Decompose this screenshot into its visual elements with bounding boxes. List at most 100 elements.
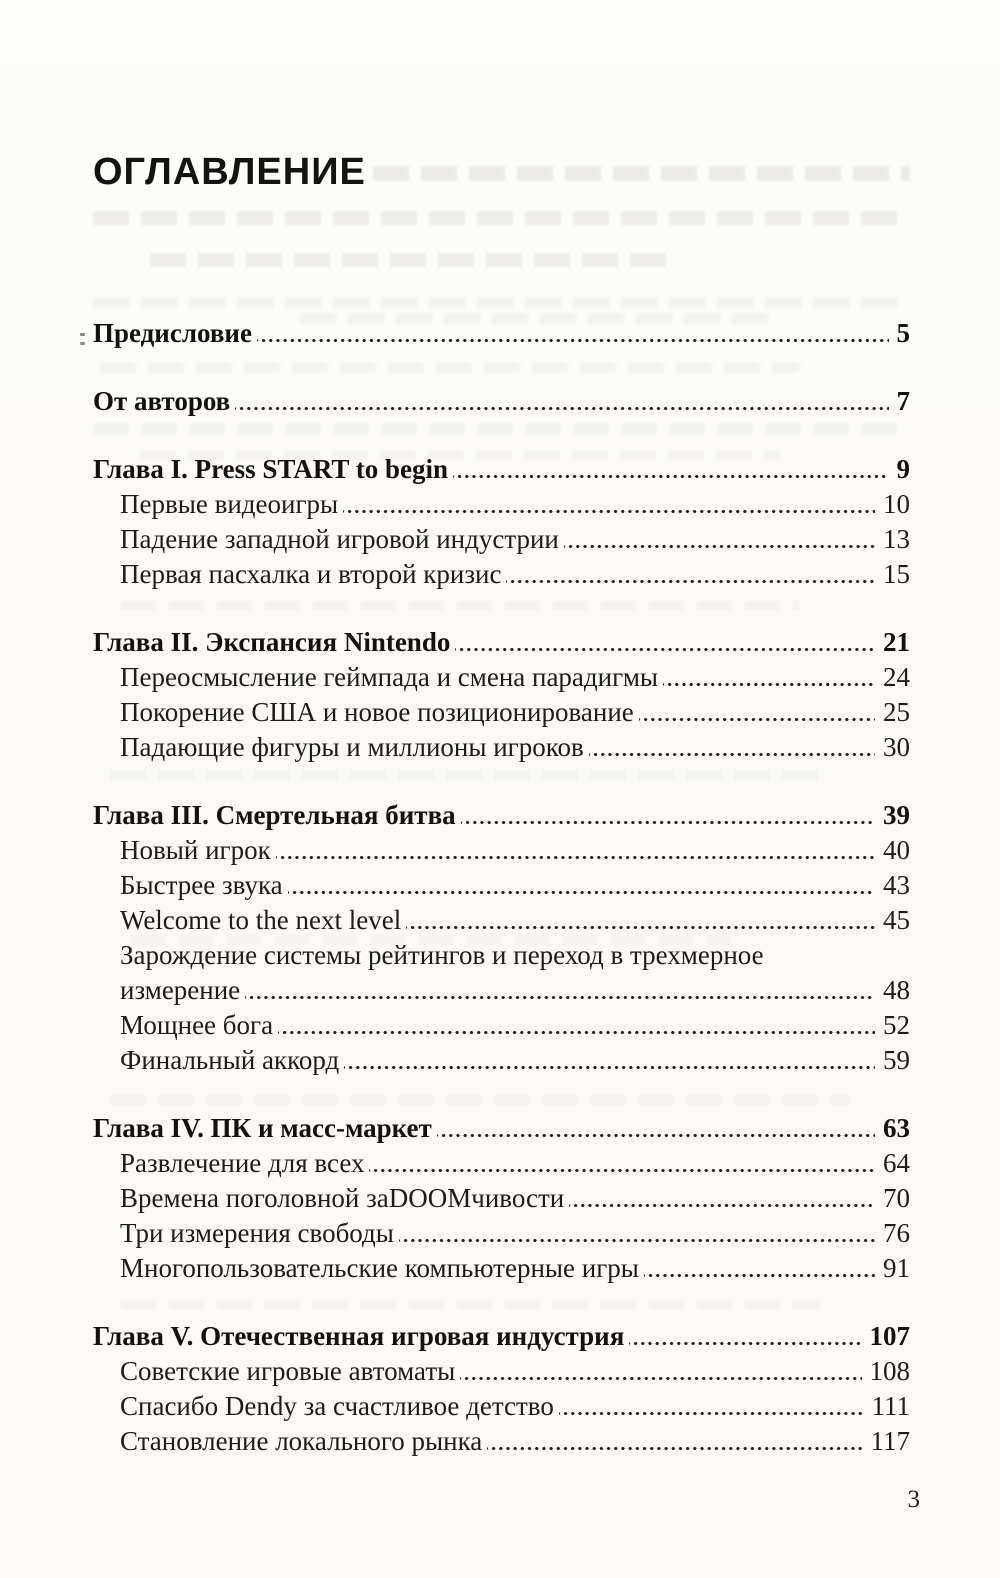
dot-leader [563,521,875,557]
toc-entry: Развлечение для всех 64 [93,1145,910,1181]
dot-leader [638,694,875,730]
dot-leader [406,902,875,938]
toc-entry-text: Падение западной игровой индустрии [120,523,559,554]
dot-leader [275,832,875,868]
dot-leader [256,315,889,351]
toc-entry-text: Советские игровые автоматы [120,1355,456,1386]
toc-entry-text: Переосмысление геймпада и смена парадигм… [120,661,659,692]
toc-entry-page: 39 [883,799,910,830]
toc-entry-text: измерение [120,974,241,1005]
dot-leader [278,1007,875,1043]
toc-entry: Быстрее звука 43 [93,867,910,903]
toc-entry-page: 21 [883,626,910,657]
toc-entry: Глава II. Экспансия Nintendo 21 [93,624,910,660]
toc-entry-page: 70 [883,1182,910,1213]
toc-entry-text: От авторов [93,385,231,416]
toc-entry-page: 64 [883,1147,910,1178]
dot-leader [287,867,875,903]
dot-leader [487,1423,863,1459]
dot-leader [452,451,889,487]
toc-entry-page: 48 [883,974,910,1005]
toc-entry-text: Финальный аккорд [120,1044,340,1075]
toc-list: Предисловие 5 От авторов 7 Глава I. Press ST… [93,315,911,1459]
toc-entry-page: 52 [883,1009,910,1040]
bleedthrough-line [93,297,903,308]
toc-entry-page: 117 [870,1425,911,1456]
dot-leader [245,972,875,1008]
toc-entry-page: 5 [896,317,911,348]
toc-entry: Финальный аккорд 59 [93,1042,910,1078]
toc-entry-page: 25 [883,696,910,727]
bleedthrough-line [150,253,670,267]
toc-entry-page: 91 [883,1252,910,1283]
dot-leader [643,1250,875,1286]
toc-entry: Падающие фигуры и миллионы игроков 30 [93,729,910,765]
toc-entry-text: Покорение США и новое позиционирование [120,696,634,727]
dot-leader [506,556,875,592]
toc-entry-page: 10 [883,488,910,519]
page-title: ОГЛАВЛЕНИЕ [93,151,366,193]
dot-leader [629,1318,862,1354]
toc-entry-page: 108 [869,1355,911,1386]
toc-entry: Три измерения свободы 76 [93,1215,910,1251]
toc-entry-text: Мощнее бога [120,1009,274,1040]
dot-leader [398,1215,875,1251]
toc-entry-text: Три измерения свободы [120,1217,394,1248]
toc-entry-text: Зарождение системы рейтингов и переход в… [120,939,764,970]
toc-entry-text: Предисловие [93,317,252,348]
dot-leader [455,624,875,660]
toc-entry: Времена поголовной заDOOMчивости 70 [93,1180,910,1216]
toc-entry-text: Развлечение для всех [120,1147,365,1178]
toc-entry: Первые видеоигры 10 [93,486,910,522]
toc-entry: Падение западной игровой индустрии 13 [93,521,910,557]
dot-leader [344,1042,875,1078]
toc-entry-page: 63 [883,1112,910,1143]
toc-entry-text: Становление локального рынка [120,1425,483,1456]
dot-leader [663,659,875,695]
dot-leader [343,486,875,522]
toc-entry: Глава III. Смертельная битва 39 [93,797,910,833]
toc-entry-text: Спасибо Dendy за счастливое детство [120,1390,554,1421]
toc-entry: Зарождение системы рейтингов и переход в… [93,938,910,1008]
toc-entry-page: 111 [871,1390,911,1421]
scan-artifact [80,342,85,345]
toc-entry-text: Времена поголовной заDOOMчивости [120,1182,565,1213]
toc-entry-text: Глава IV. ПК и масс-маркет [93,1112,432,1143]
toc-entry-text: Welcome to the next level [120,904,402,935]
toc-entry-page: 24 [883,661,910,692]
toc-entry-text: Быстрее звука [120,869,283,900]
toc-entry-page: 15 [883,558,910,589]
toc-entry-text: Новый игрок [120,834,271,865]
toc-entry-page: 9 [896,453,911,484]
toc-entry: Спасибо Dendy за счастливое детство 111 [93,1388,911,1424]
bleedthrough-line [93,211,908,225]
dot-leader [460,1353,862,1389]
dot-leader [369,1145,875,1181]
toc-entry-page: 107 [869,1320,911,1351]
toc-entry-page: 13 [883,523,910,554]
toc-entry-text: Первые видеоигры [120,488,339,519]
toc-entry: От авторов 7 [93,383,911,419]
toc-entry-page: 43 [883,869,910,900]
toc-entry-text: Падающие фигуры и миллионы игроков [120,731,584,762]
toc-entry-page: 59 [883,1044,910,1075]
toc-entry-page: 45 [883,904,910,935]
toc-entry: Мощнее бога 52 [93,1007,910,1043]
toc-entry-page: 7 [896,385,911,416]
page-number: 3 [907,1486,921,1513]
toc-entry: Глава V. Отечественная игровая индустрия… [93,1318,911,1354]
toc-entry-text: Глава II. Экспансия Nintendo [93,626,451,657]
toc-entry: Переосмысление геймпада и смена парадигм… [93,659,910,695]
toc-entry: Советские игровые автоматы 108 [93,1353,911,1389]
dot-leader [436,1110,875,1146]
dot-leader [588,729,875,765]
dot-leader [235,383,889,419]
dot-leader [460,797,875,833]
toc-entry: Welcome to the next level 45 [93,902,910,938]
toc-entry: Глава IV. ПК и масс-маркет 63 [93,1110,910,1146]
toc-entry: Новый игрок 40 [93,832,910,868]
toc-entry-text: Первая пасхалка и второй кризис [120,558,502,589]
toc-entry: Становление локального рынка 117 [93,1423,911,1459]
toc-entry: Покорение США и новое позиционирование 25 [93,694,910,730]
